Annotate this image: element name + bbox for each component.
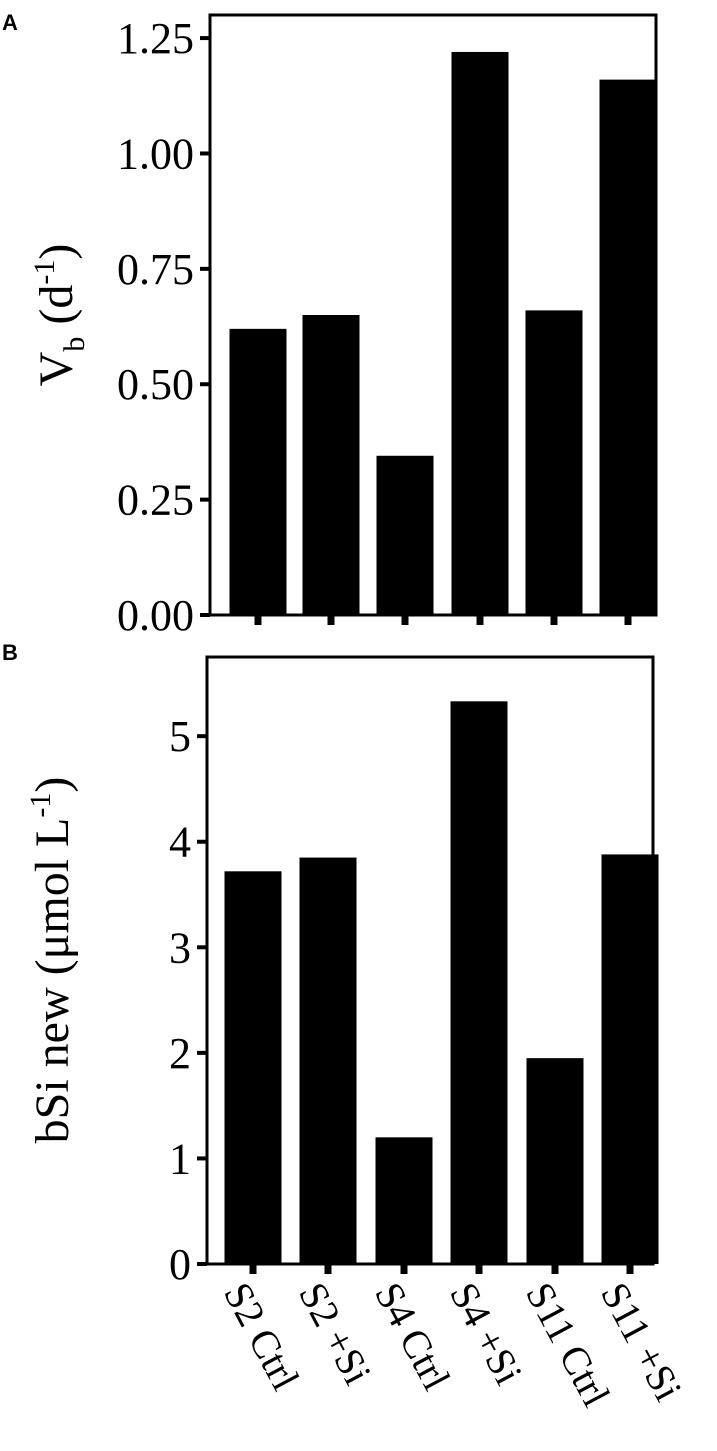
bar-b-2 — [299, 857, 357, 1264]
panel-a-ylabel-main: V — [30, 351, 83, 386]
y-tick-label-b-1: 1 — [169, 1134, 191, 1183]
y-tick-label-a-5: 1.25 — [117, 14, 194, 63]
panel-b-y-axis-title: bSi new (μmol L-1) — [24, 777, 79, 1144]
y-tick-label-b-2: 2 — [169, 1029, 191, 1078]
panel-a-ylabel-sup: -1 — [28, 260, 61, 285]
y-tick-label-b-0: 0 — [169, 1240, 191, 1289]
panel-a-ylabel-sub: b — [58, 337, 91, 352]
bar-a-4 — [451, 51, 509, 615]
bar-a-3 — [376, 455, 434, 615]
panel-a-bars — [229, 51, 657, 616]
panel-a: A 0.00 0.25 0.50 0.75 1.00 1.25 Vb (d-1) — [2, 10, 658, 640]
bar-b-3 — [375, 1137, 433, 1264]
y-tick-label-a-1: 0.25 — [117, 476, 194, 525]
y-tick-label-b-5: 5 — [169, 712, 191, 761]
panel-a-x-axis — [254, 615, 632, 625]
bar-b-1 — [224, 871, 282, 1264]
bar-a-2 — [302, 315, 360, 615]
panel-b-label: B — [2, 640, 18, 665]
bar-a-5 — [525, 310, 583, 615]
panel-a-y-axis: 0.00 0.25 0.50 0.75 1.00 1.25 — [117, 14, 210, 640]
panel-a-ylabel-unit-close: ) — [30, 244, 83, 260]
panel-b-ylabel-unit-close: ) — [26, 777, 79, 793]
panel-b-y-axis: 0 1 2 3 4 5 — [169, 712, 207, 1289]
panel-b-ylabel-sup: -1 — [24, 793, 57, 818]
y-tick-label-b-3: 3 — [169, 923, 191, 972]
y-tick-label-a-4: 1.00 — [117, 129, 194, 178]
panel-a-y-axis-title: Vb (d-1) — [28, 244, 91, 387]
bar-b-5 — [526, 1058, 584, 1264]
bar-a-1 — [229, 328, 287, 615]
panel-b-bars — [224, 701, 659, 1264]
y-tick-label-a-0: 0.00 — [117, 591, 194, 640]
panel-b-ylabel-main: bSi new (μmol L — [26, 818, 79, 1144]
y-tick-label-b-4: 4 — [169, 818, 191, 867]
bar-a-6 — [599, 79, 657, 616]
y-tick-label-a-2: 0.50 — [117, 360, 194, 409]
y-tick-label-a-3: 0.75 — [117, 245, 194, 294]
bar-b-4 — [450, 701, 508, 1264]
panel-b-x-axis — [249, 1264, 634, 1274]
panel-a-ylabel-unit-open: (d — [30, 285, 83, 337]
bar-b-6 — [601, 854, 659, 1264]
panel-a-label: A — [2, 10, 18, 35]
